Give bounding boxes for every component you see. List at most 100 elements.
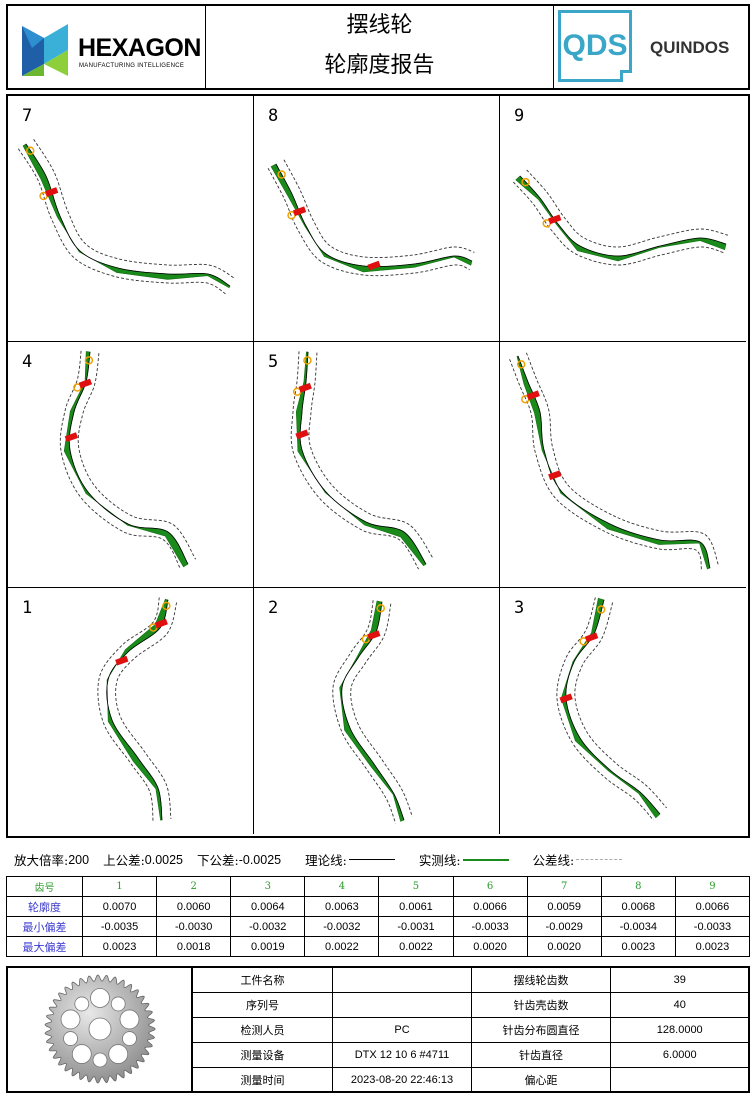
max-deviation-marker: [295, 429, 309, 440]
theoretical-profile-line: [565, 599, 661, 815]
profile-plot: [556, 597, 667, 821]
gear-hole: [71, 1044, 92, 1064]
tooth-number-header: 5: [378, 876, 454, 897]
title-line-2: 轮廓度报告: [324, 53, 435, 78]
lower-tolerance-line: [77, 353, 197, 560]
profile-panel: 3: [500, 588, 746, 834]
table-row: 轮廓度 0.0070 0.0060 0.0064 0.0063 0.0061 0.0066 0…: [6, 896, 751, 917]
report-header: HEXAGON MANUFACTURING INTELLIGENCE 摆线轮 轮…: [6, 4, 750, 90]
profile-plot: [332, 600, 413, 824]
brand-subtitle: MANUFACTURING INTELLIGENCE: [79, 63, 185, 69]
actual-line-label: 实测线:: [418, 853, 461, 868]
upper-tolerance-value: 0.0025: [144, 852, 184, 867]
max-deviation-marker: [154, 618, 168, 629]
deviation-value: 0.0020: [452, 936, 528, 957]
start-point-marker: [516, 360, 526, 369]
panel-tooth-number: 8: [268, 106, 279, 126]
part-info-table: 工件名称 摆线轮齿数 39 序列号 针齿壳齿数 40 检测人员 PC 针齿分布圆…: [192, 968, 749, 1092]
pin-diameter-label: 针齿直径: [471, 1042, 611, 1068]
deviation-value: 0.0022: [378, 936, 454, 957]
pin-count-label: 针齿壳齿数: [471, 992, 611, 1018]
deviation-value: -0.0030: [156, 916, 232, 937]
gear-hole: [63, 1031, 78, 1046]
deviation-value: 0.0064: [230, 896, 306, 917]
profile-plot: [59, 350, 197, 569]
gear-hole: [119, 1009, 140, 1030]
upper-tolerance-line: [513, 181, 725, 266]
theoretical-profile-line: [275, 163, 473, 268]
lower-tolerance-line: [33, 138, 235, 279]
hexagon-logo-cell: HEXAGON MANUFACTURING INTELLIGENCE: [8, 6, 206, 88]
time-label: 测量时间: [192, 1067, 333, 1092]
upper-tolerance-line: [97, 597, 160, 822]
gear-hole: [92, 1052, 108, 1068]
software-logo-cell: QDS QUINDOS: [554, 6, 750, 88]
table-header-label: 齿号: [6, 876, 83, 897]
row-label: 最大偏差: [6, 936, 83, 957]
deviation-value: 0.0059: [526, 896, 602, 917]
brand-name: HEXAGON: [78, 34, 201, 62]
lower-tolerance-line: [283, 159, 475, 259]
tolerance-line-label: 公差线:: [532, 853, 575, 868]
row-label: 最小偏差: [6, 916, 83, 937]
hexagon-logo-icon: [22, 24, 68, 76]
profile-plot: [509, 352, 719, 572]
deviation-value: -0.0034: [600, 916, 676, 937]
cycloid-teeth-label: 摆线轮齿数: [471, 968, 611, 993]
lower-tolerance-value: -0.0025: [238, 852, 282, 867]
profile-panel: 8: [254, 96, 500, 342]
panel-tooth-number: 1: [22, 598, 33, 618]
time-value: 2023-08-20 22:46:13: [332, 1067, 472, 1092]
deviation-value: -0.0032: [304, 916, 380, 937]
table-row: 最小偏差 -0.0035 -0.0030 -0.0032 -0.0032 -0.0031-…: [6, 916, 751, 937]
part-image-cell: [8, 968, 192, 1091]
actual-profile-band: [22, 143, 231, 289]
device-label: 测量设备: [192, 1042, 333, 1068]
deviation-value: -0.0032: [230, 916, 306, 937]
theoretical-profile-line: [106, 599, 169, 821]
max-deviation-marker: [559, 693, 573, 704]
tooth-number-header: 3: [230, 876, 306, 897]
gear-hole: [122, 1031, 137, 1046]
start-point-marker: [25, 146, 35, 155]
lower-tolerance-line: [525, 352, 719, 565]
deviation-value: 0.0066: [674, 896, 751, 917]
tooth-number-header: 4: [304, 876, 380, 897]
inspector-label: 检测人员: [192, 1017, 333, 1043]
profile-panel: 4: [8, 342, 254, 588]
max-deviation-marker: [548, 214, 562, 225]
start-point-marker: [162, 601, 171, 611]
max-deviation-marker: [115, 655, 129, 666]
panel-tooth-number: 2: [268, 598, 279, 618]
deviation-value: 0.0060: [156, 896, 232, 917]
legend: 放大倍率:200 上公差:0.0025 下公差:-0.0025 理论线: 实测线…: [14, 850, 750, 869]
profile-plot: [97, 597, 178, 822]
max-deviation-marker: [78, 378, 93, 389]
deviation-value: 0.0018: [156, 936, 232, 957]
start-point-marker: [303, 356, 312, 365]
profile-panel: 5: [254, 342, 500, 588]
pin-count-value: 40: [610, 992, 749, 1018]
theoretical-profile-line: [517, 355, 711, 569]
part-name-label: 工件名称: [192, 968, 333, 993]
deviation-value: 0.0023: [600, 936, 676, 957]
lower-tolerance-line: [308, 352, 434, 560]
actual-profile-band: [516, 355, 711, 570]
deviation-value: -0.0033: [674, 916, 751, 937]
gear-hole: [90, 988, 110, 1008]
start-point-marker: [376, 604, 385, 613]
max-deviation-marker: [367, 630, 381, 640]
deviation-value: 0.0022: [304, 936, 380, 957]
deviation-value: 0.0023: [674, 936, 751, 957]
gear-hole: [110, 996, 126, 1012]
actual-profile-band: [515, 175, 727, 262]
actual-line-sample: [462, 858, 509, 861]
panel-tooth-number: 3: [514, 598, 525, 618]
cycloid-gear-icon: [44, 974, 156, 1084]
profile-grid: 7 8 9 4 5 1 2 3: [6, 94, 750, 838]
gear-hole: [74, 996, 90, 1012]
deviation-value: -0.0035: [81, 916, 158, 937]
max-deviation-marker: [584, 632, 599, 643]
gear-hole: [60, 1009, 81, 1030]
upper-tolerance-line: [290, 351, 419, 570]
